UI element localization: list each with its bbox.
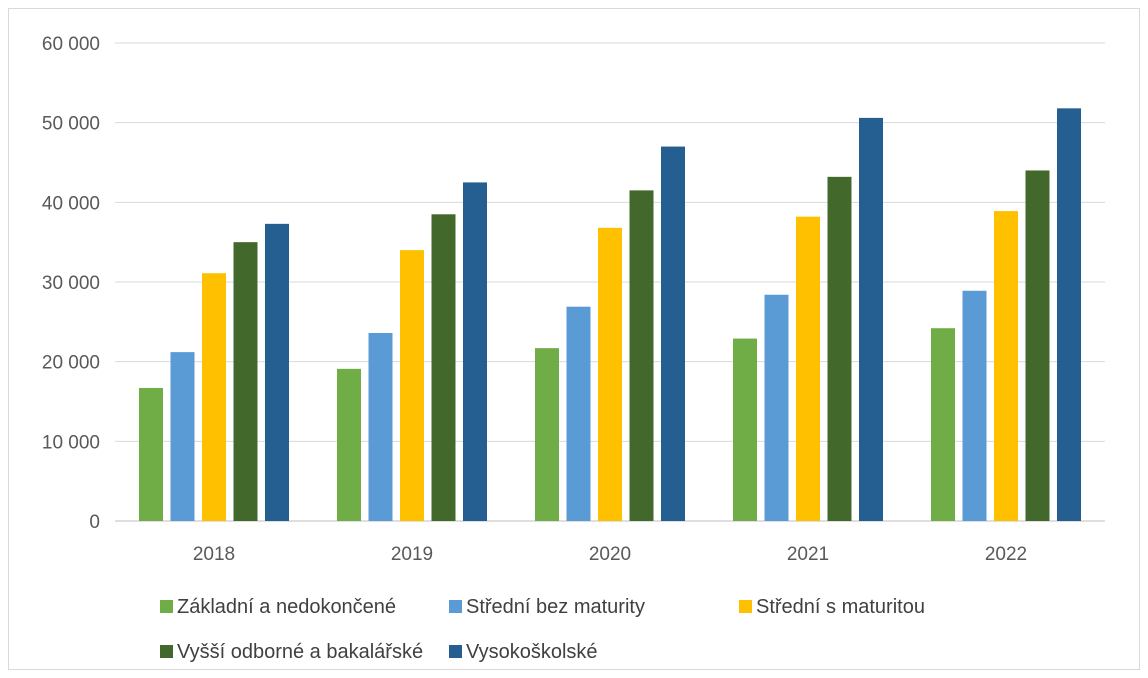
bar <box>337 368 361 521</box>
x-tick-label: 2022 <box>985 544 1027 565</box>
y-tick-label: 60 000 <box>42 34 100 55</box>
bar <box>463 182 487 521</box>
x-tick-label: 2021 <box>787 544 829 565</box>
legend-swatch <box>160 645 173 658</box>
legend-label: Vysokoškolské <box>466 641 598 663</box>
bar <box>733 338 757 521</box>
bar <box>139 387 163 521</box>
y-tick-label: 40 000 <box>42 193 100 214</box>
bar <box>265 223 289 522</box>
legend-label: Základní a nedokončené <box>177 596 396 618</box>
bar <box>233 242 258 521</box>
x-tick-label: 2018 <box>193 544 235 565</box>
y-tick-label: 50 000 <box>42 114 100 135</box>
bar <box>1057 108 1081 522</box>
legend-swatch <box>449 600 462 613</box>
bar <box>994 211 1018 521</box>
legend-label: Střední s maturitou <box>756 596 925 618</box>
bar <box>931 328 955 521</box>
bar <box>796 216 820 521</box>
bar <box>598 227 622 521</box>
bar <box>566 306 591 521</box>
y-tick-label: 0 <box>89 512 100 533</box>
x-tick-label: 2020 <box>589 544 631 565</box>
bar <box>661 146 685 522</box>
y-tick-label: 20 000 <box>42 353 100 374</box>
legend-label: Vyšší odborné a bakalářské <box>177 641 423 663</box>
bar <box>962 290 987 521</box>
legend-swatch <box>739 600 752 613</box>
bar <box>170 352 195 521</box>
bar <box>764 294 789 521</box>
x-tick-label: 2019 <box>391 544 433 565</box>
bar <box>431 214 456 522</box>
legend-swatch <box>160 600 173 613</box>
bar <box>629 190 654 521</box>
y-tick-label: 10 000 <box>42 432 100 453</box>
legend-label: Střední bez maturity <box>466 596 645 618</box>
bar <box>400 250 424 521</box>
bar <box>202 273 226 521</box>
bar <box>859 117 883 522</box>
bar <box>535 348 559 521</box>
bar <box>827 176 852 521</box>
legend-swatch <box>449 645 462 658</box>
bar <box>1025 170 1050 521</box>
bar <box>368 332 393 521</box>
y-tick-label: 30 000 <box>42 273 100 294</box>
